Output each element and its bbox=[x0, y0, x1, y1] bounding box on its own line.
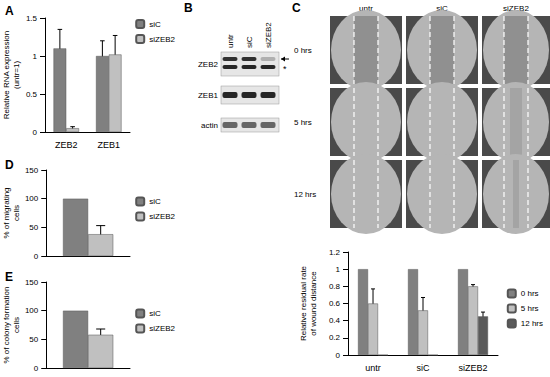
svg-text:siC: siC bbox=[417, 363, 430, 373]
svg-text:0: 0 bbox=[336, 351, 341, 360]
svg-text:siZEB2: siZEB2 bbox=[458, 363, 487, 373]
svg-text:50: 50 bbox=[29, 335, 38, 344]
svg-text:of wound distance: of wound distance bbox=[309, 271, 318, 336]
svg-text:siZEB2: siZEB2 bbox=[149, 212, 175, 221]
svg-text:1.5: 1.5 bbox=[26, 14, 38, 23]
svg-text:Relative residual rate: Relative residual rate bbox=[299, 265, 308, 341]
svg-text:Relative RNA expression: Relative RNA expression bbox=[2, 31, 11, 119]
svg-text:cells: cells bbox=[12, 205, 21, 221]
svg-text:5 hrs: 5 hrs bbox=[521, 304, 539, 313]
svg-text:0 hrs: 0 hrs bbox=[294, 46, 312, 55]
svg-text:12 hrs: 12 hrs bbox=[521, 319, 543, 328]
svg-text:1.2: 1.2 bbox=[329, 248, 341, 257]
svg-text:0 hrs: 0 hrs bbox=[521, 289, 539, 298]
svg-text:100: 100 bbox=[25, 194, 39, 203]
svg-text:ZEB2: ZEB2 bbox=[55, 140, 78, 150]
svg-text:siZEB2: siZEB2 bbox=[149, 35, 175, 44]
svg-text:150: 150 bbox=[25, 278, 39, 287]
svg-text:1: 1 bbox=[336, 265, 341, 274]
svg-text:0.8: 0.8 bbox=[329, 282, 341, 291]
svg-text:1: 1 bbox=[33, 52, 38, 61]
svg-text:siC: siC bbox=[436, 4, 448, 13]
svg-text:0.4: 0.4 bbox=[329, 316, 341, 325]
svg-text:D: D bbox=[5, 158, 14, 172]
svg-text:untr: untr bbox=[359, 4, 373, 13]
svg-text:0: 0 bbox=[33, 128, 38, 137]
svg-text:siZEB2: siZEB2 bbox=[264, 22, 273, 48]
svg-text:0.6: 0.6 bbox=[329, 299, 341, 308]
svg-text:siC: siC bbox=[245, 36, 254, 48]
svg-text:siC: siC bbox=[149, 197, 161, 206]
svg-text:siZEB2: siZEB2 bbox=[503, 4, 529, 13]
svg-text:cells: cells bbox=[12, 317, 21, 333]
svg-text:ZEB1: ZEB1 bbox=[198, 91, 219, 100]
svg-text:0.5: 0.5 bbox=[26, 90, 38, 99]
svg-text:*: * bbox=[283, 64, 287, 74]
svg-text:12 hrs: 12 hrs bbox=[294, 190, 316, 199]
svg-text:E: E bbox=[5, 270, 13, 284]
svg-text:siC: siC bbox=[149, 309, 161, 318]
svg-text:0: 0 bbox=[34, 364, 39, 373]
svg-text:siC: siC bbox=[149, 20, 161, 29]
svg-text:C: C bbox=[292, 1, 301, 15]
svg-text:(untr=1): (untr=1) bbox=[12, 61, 21, 90]
svg-text:siZEB2: siZEB2 bbox=[149, 324, 175, 333]
svg-text:B: B bbox=[184, 1, 193, 15]
svg-text:0.2: 0.2 bbox=[329, 333, 341, 342]
svg-text:50: 50 bbox=[29, 223, 38, 232]
svg-text:actin: actin bbox=[201, 121, 218, 130]
svg-text:A: A bbox=[5, 4, 14, 18]
svg-text:100: 100 bbox=[25, 306, 39, 315]
svg-text:0: 0 bbox=[34, 252, 39, 261]
svg-text:untr: untr bbox=[365, 363, 381, 373]
svg-text:untr: untr bbox=[226, 34, 235, 48]
svg-text:ZEB1: ZEB1 bbox=[97, 140, 120, 150]
svg-text:% of migrating: % of migrating bbox=[2, 187, 11, 238]
svg-text:150: 150 bbox=[25, 166, 39, 175]
svg-text:5 hrs: 5 hrs bbox=[294, 118, 312, 127]
svg-text:% of colony formation: % of colony formation bbox=[2, 287, 11, 364]
svg-text:ZEB2: ZEB2 bbox=[198, 60, 219, 69]
